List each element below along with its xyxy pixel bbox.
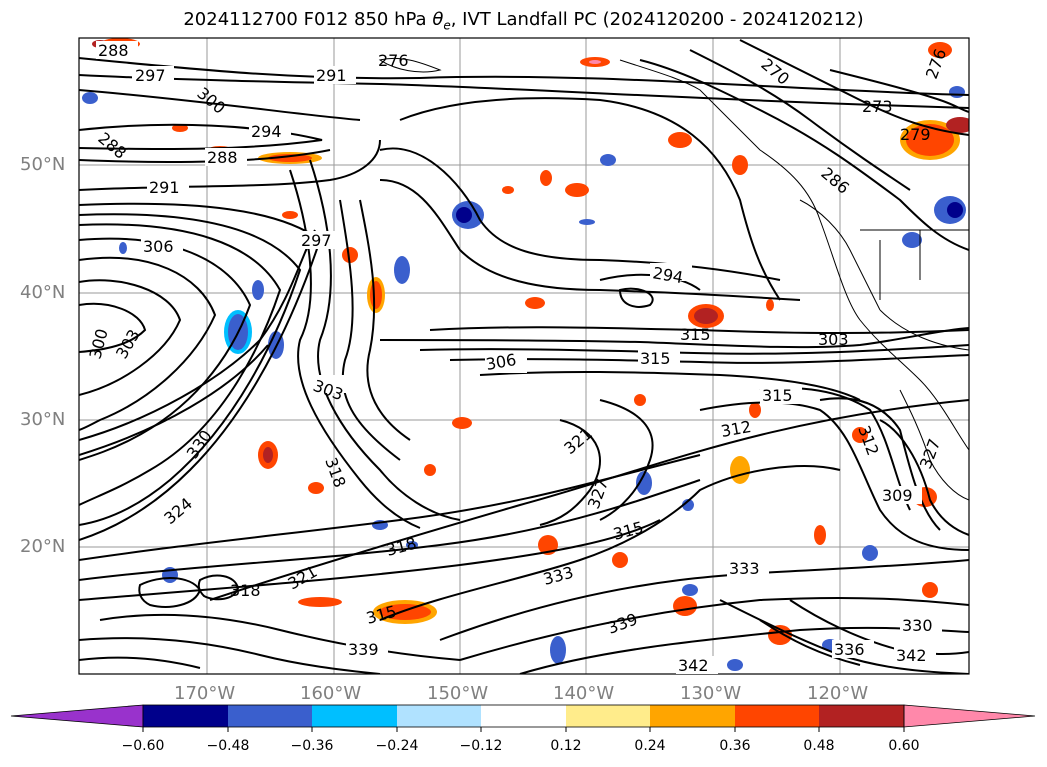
title-theta-sub: e	[443, 18, 451, 33]
colorbar-tick-label: −0.24	[375, 738, 419, 754]
colorbar-tick-label: 0.60	[888, 738, 920, 754]
colorbar-bin	[566, 705, 650, 727]
contour-label: 297	[301, 231, 332, 250]
contour-label: 294	[251, 122, 282, 141]
colorbar-tick-label: −0.60	[121, 738, 165, 754]
colorbar-bin	[228, 705, 312, 727]
longitude-label: 150°W	[427, 683, 489, 704]
contour-label: 279	[900, 125, 931, 144]
latitude-label: 30°N	[20, 409, 66, 430]
contour-label: 315	[680, 325, 711, 344]
contour-label: 336	[834, 640, 865, 659]
gridlines	[79, 38, 969, 674]
colorbar-bin	[819, 705, 904, 727]
contour-label: 333	[729, 559, 760, 578]
colorbar-bin	[312, 705, 397, 727]
longitude-label: 160°W	[300, 683, 362, 704]
contour-label: 318	[230, 581, 261, 600]
latitude-label: 40°N	[20, 282, 66, 303]
title-prefix: 2024112700 F012 850 hPa	[183, 9, 433, 30]
contour-label: 315	[640, 349, 671, 368]
longitude-label: 120°W	[807, 683, 869, 704]
map-frame	[78, 37, 970, 675]
contour-label: 291	[316, 66, 347, 85]
longitude-label: 130°W	[680, 683, 742, 704]
latitude-label: 20°N	[20, 536, 66, 557]
contour-label: 330	[902, 616, 933, 635]
colorbar-tick-label: 0.24	[634, 738, 666, 754]
colorbar-bin	[143, 705, 228, 727]
contour-label: 315	[762, 386, 793, 405]
colorbar-over-triangle	[903, 704, 1036, 728]
colorbar-bin	[481, 705, 566, 727]
title-suffix: , IVT Landfall PC (2024120200 - 20241202…	[450, 9, 864, 30]
colorbar-tick-label: 0.12	[550, 738, 582, 754]
contour-label: 303	[818, 330, 849, 349]
longitude-label: 140°W	[553, 683, 615, 704]
contour-label: 342	[678, 656, 709, 675]
map-title: 2024112700 F012 850 hPa θe, IVT Landfall…	[0, 9, 1047, 33]
contour-label: 276	[378, 51, 409, 70]
contour-label: 288	[98, 41, 129, 60]
title-theta: θ	[432, 9, 444, 30]
colorbar	[10, 704, 1036, 732]
colorbar-under-triangle	[10, 704, 144, 728]
contour-label: 339	[348, 640, 379, 659]
colorbar-bin	[650, 705, 735, 727]
contour-label: 291	[149, 178, 180, 197]
coastlines	[378, 57, 969, 501]
colorbar-ticks	[142, 727, 905, 732]
colorbar-tick-label: −0.12	[459, 738, 503, 754]
longitude-label: 170°W	[174, 683, 236, 704]
latitude-label: 50°N	[20, 154, 66, 175]
colorbar-frame	[142, 704, 905, 728]
colorbar-tick-label: −0.48	[206, 738, 250, 754]
colorbar-bin	[397, 705, 481, 727]
colorbar-bin	[735, 705, 819, 727]
contour-label: 297	[135, 66, 166, 85]
colorbar-tick-label: 0.48	[803, 738, 835, 754]
contour-label: 288	[207, 148, 238, 167]
contour-label: 309	[882, 486, 913, 505]
colorbar-tick-label: −0.36	[290, 738, 334, 754]
contour-label: 342	[896, 646, 927, 665]
contour-label: 273	[862, 97, 893, 116]
contour-label: 306	[143, 237, 174, 256]
colorbar-tick-label: 0.36	[719, 738, 751, 754]
